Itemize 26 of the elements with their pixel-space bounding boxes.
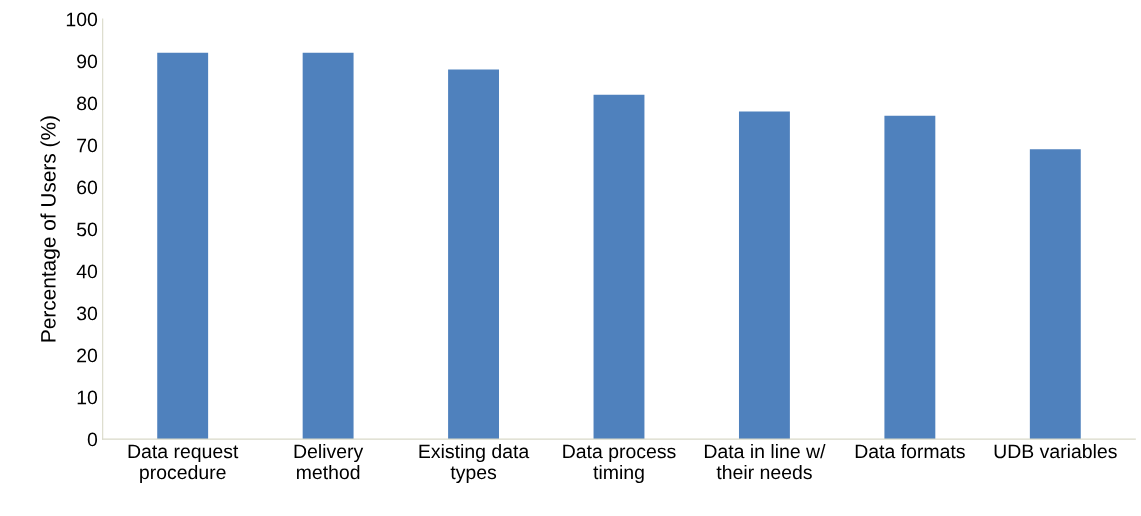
y-tick-label: 70	[77, 138, 98, 153]
bar	[884, 115, 936, 440]
x-tick-label: Data request procedure	[128, 444, 239, 484]
y-tick-label: 0	[87, 432, 98, 447]
y-tick-label: 20	[77, 348, 98, 363]
y-tick-label: 10	[77, 390, 98, 405]
bar	[738, 111, 790, 440]
y-axis-title: Percentage of Users (%)	[40, 116, 60, 342]
y-tick-label: 50	[76, 222, 98, 237]
bar	[593, 94, 645, 440]
x-tick-label: Data formats	[855, 444, 965, 459]
y-tick-label: 80	[77, 96, 98, 111]
x-tick-label: Data process timing	[563, 444, 676, 484]
y-tick-label: 30	[76, 306, 98, 321]
y-tick-label: 100	[66, 12, 98, 27]
bar	[302, 52, 354, 440]
bar	[157, 52, 209, 440]
x-tick-label: Existing data types	[419, 443, 530, 484]
y-tick-label: 60	[77, 180, 98, 195]
x-tick-label: Delivery method	[294, 443, 364, 480]
y-tick-label: 40	[76, 264, 98, 279]
x-tick-label: UDB variables	[994, 443, 1117, 459]
y-tick-label: 90	[77, 54, 98, 69]
bar	[1029, 149, 1081, 440]
bar	[448, 69, 500, 440]
x-tick-label: Data in line w/ their needs	[704, 443, 826, 480]
